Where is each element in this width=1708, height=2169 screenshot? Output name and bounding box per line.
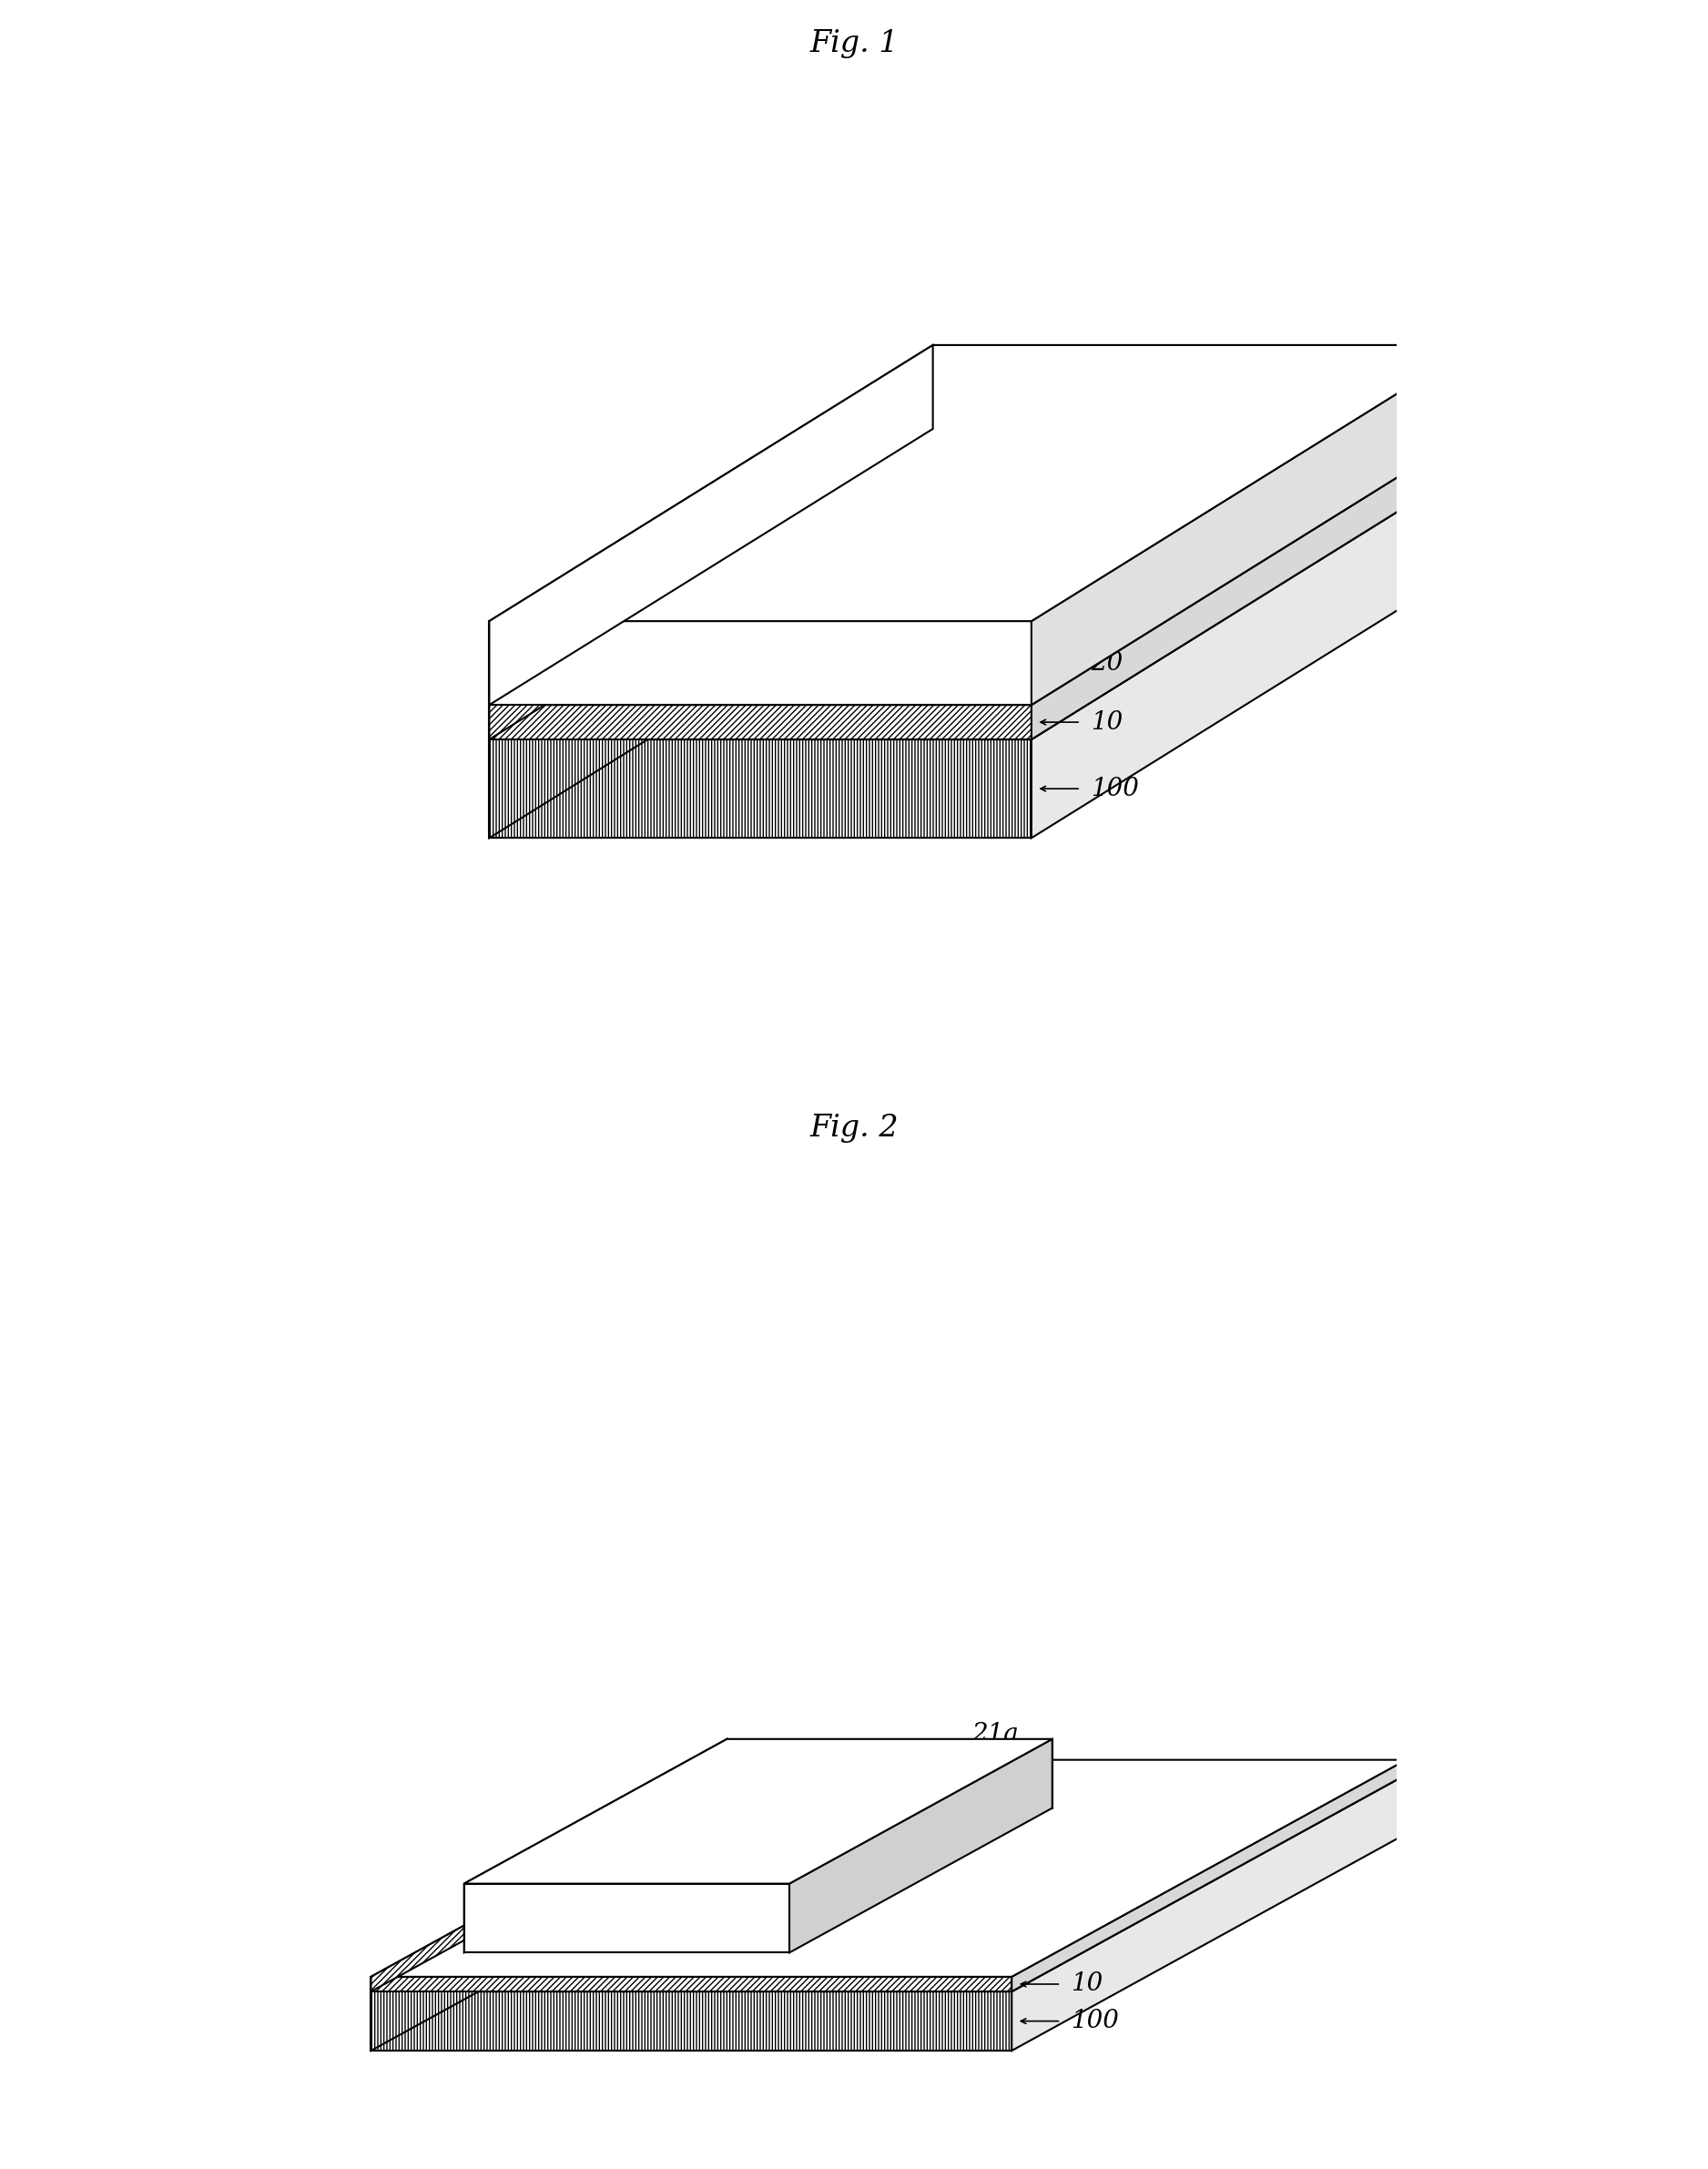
Polygon shape bbox=[488, 620, 1032, 705]
Polygon shape bbox=[488, 464, 933, 837]
Polygon shape bbox=[1011, 1759, 1406, 1991]
Polygon shape bbox=[1011, 1774, 1406, 2050]
Text: 20: 20 bbox=[1091, 651, 1122, 675]
Polygon shape bbox=[371, 1759, 1406, 1976]
Polygon shape bbox=[371, 1774, 1406, 1991]
Polygon shape bbox=[488, 429, 933, 740]
Text: Fig. 1: Fig. 1 bbox=[810, 30, 898, 59]
Text: 100: 100 bbox=[1091, 777, 1139, 800]
Polygon shape bbox=[488, 345, 1476, 620]
Polygon shape bbox=[371, 1976, 1011, 1991]
Polygon shape bbox=[728, 1740, 1052, 1809]
Polygon shape bbox=[1032, 464, 1476, 837]
Polygon shape bbox=[465, 1740, 1052, 1883]
Text: 100: 100 bbox=[1071, 2008, 1119, 2032]
Text: 10: 10 bbox=[1071, 1972, 1103, 1995]
Polygon shape bbox=[371, 1991, 1011, 2050]
Polygon shape bbox=[789, 1740, 1052, 1952]
Text: 10: 10 bbox=[1091, 709, 1122, 735]
Polygon shape bbox=[1032, 345, 1476, 705]
Polygon shape bbox=[371, 1774, 765, 2050]
Polygon shape bbox=[465, 1740, 728, 1952]
Text: 21a: 21a bbox=[972, 1722, 1020, 1746]
Polygon shape bbox=[488, 740, 1032, 837]
Polygon shape bbox=[1032, 429, 1476, 740]
Polygon shape bbox=[488, 345, 933, 705]
Polygon shape bbox=[465, 1883, 789, 1952]
Polygon shape bbox=[488, 464, 1476, 740]
Polygon shape bbox=[371, 1759, 765, 1991]
Polygon shape bbox=[488, 705, 1032, 740]
Polygon shape bbox=[488, 429, 1476, 705]
Text: Fig. 2: Fig. 2 bbox=[810, 1115, 898, 1143]
